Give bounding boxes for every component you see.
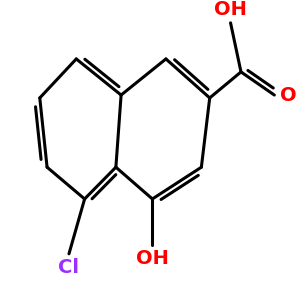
Text: OH: OH <box>214 0 247 19</box>
Text: OH: OH <box>136 249 169 268</box>
Text: O: O <box>280 85 297 104</box>
Text: Cl: Cl <box>58 258 80 277</box>
